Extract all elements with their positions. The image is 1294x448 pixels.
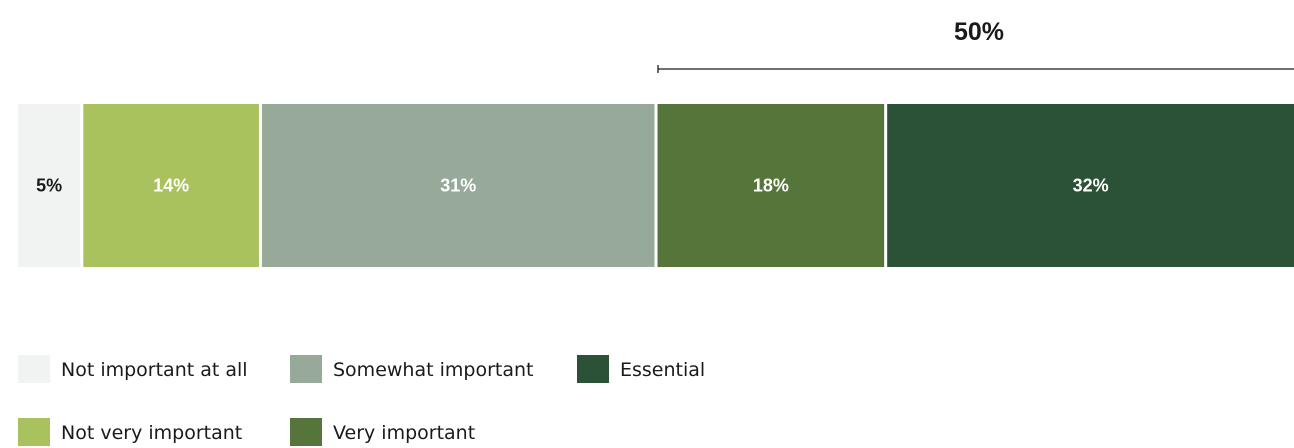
bar-label-not-important-at-all: 5% [36, 176, 62, 196]
legend-label-somewhat-important: Somewhat important [333, 359, 533, 381]
bar-segment-not-important-at-all [18, 104, 81, 267]
bar-segments: 5% 14% 31% 18% 32% [18, 104, 1294, 267]
legend-label-not-very-important: Not very important [61, 422, 242, 444]
bar-segment-essential [887, 104, 1294, 267]
legend-swatch-not-very-important [18, 418, 50, 446]
bar-label-somewhat-important: 31% [440, 176, 476, 196]
bar-segment-very-important [657, 104, 885, 267]
bracket: 50% [657, 18, 1294, 73]
bar-label-very-important: 18% [753, 176, 789, 196]
legend-swatch-very-important [290, 418, 322, 446]
legend-swatch-not-important-at-all [18, 355, 50, 383]
legend-swatch-essential [577, 355, 609, 383]
bar-label-not-very-important: 14% [153, 176, 189, 196]
legend-label-essential: Essential [620, 359, 705, 381]
legend: Not important at all Somewhat important Es… [18, 355, 705, 446]
legend-label-very-important: Very important [333, 422, 475, 444]
bar-segment-somewhat-important [261, 104, 655, 267]
legend-label-not-important-at-all: Not important at all [61, 359, 248, 381]
bracket-label: 50% [954, 18, 1004, 46]
legend-swatch-somewhat-important [290, 355, 322, 383]
bar-label-essential: 32% [1073, 176, 1109, 196]
bar-segment-not-very-important [83, 104, 259, 267]
